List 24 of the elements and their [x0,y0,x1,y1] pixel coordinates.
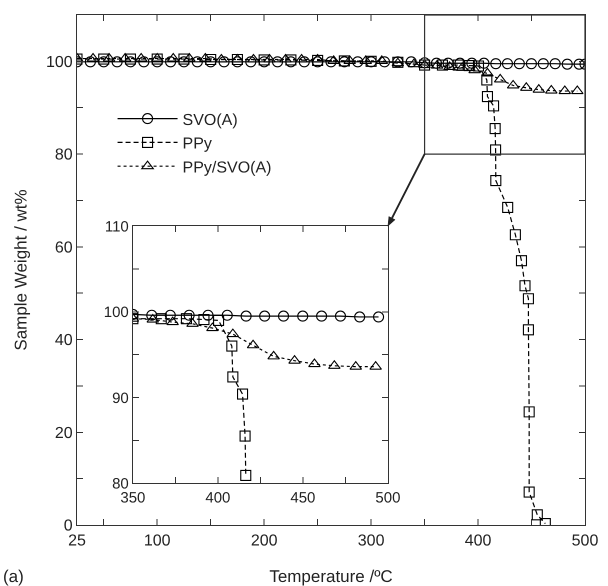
legend-label: PPy [182,136,212,153]
y-tick-label: 40 [54,332,73,350]
x-tick-label: 300 [358,532,385,550]
x-tick-label: 500 [572,532,598,550]
y-tick-label: 100 [104,304,129,322]
x-tick-label: 200 [250,532,278,550]
y-tick-label: 110 [104,218,129,236]
legend-label: SVO(A) [182,112,238,129]
y-tick-label: 20 [54,424,73,442]
y-axis-title: Sample Weight / wt% [12,189,31,351]
y-tick-label: 90 [112,390,129,407]
x-axis-title: Temperature /ºC [269,567,393,586]
x-tick-label: 400 [205,489,230,506]
y-tick-label: 80 [54,146,73,164]
y-tick-label: 100 [46,54,73,71]
x-tick-label: 400 [464,532,492,550]
y-tick-label: 60 [54,239,73,256]
text: (a) [3,567,24,586]
x-tick-label: 100 [144,532,171,550]
y-tick-label: 0 [64,518,73,535]
legend-label: PPy/SVO(A) [182,159,272,176]
x-tick-label: 450 [290,489,316,506]
x-tick-label: 25 [68,532,86,550]
x-tick-label: 500 [375,489,400,506]
